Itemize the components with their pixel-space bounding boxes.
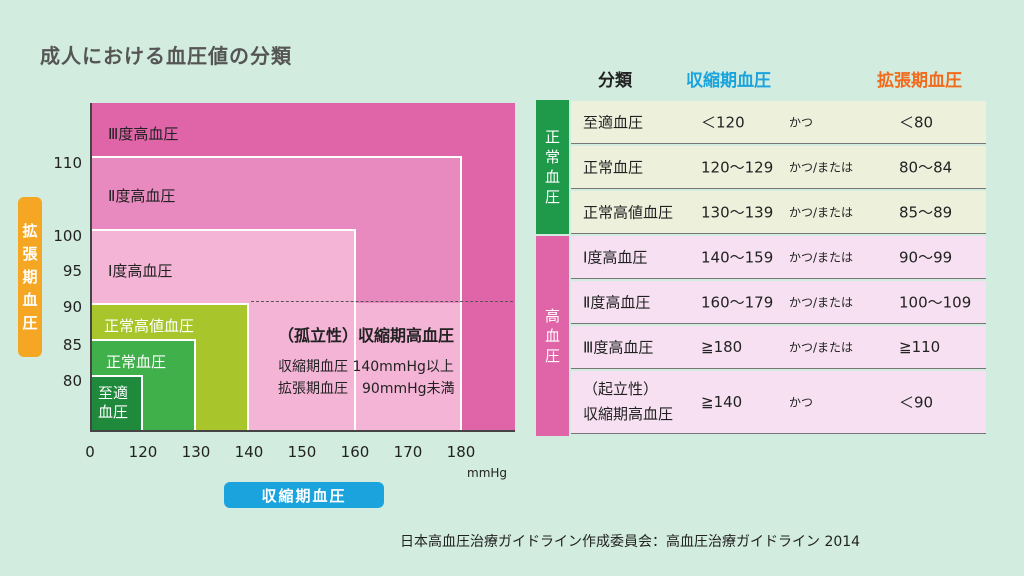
x-unit: mmHg	[467, 466, 508, 480]
bp-chart: Ⅲ度高血圧 Ⅱ度高血圧 Ⅰ度高血圧 正常高値血圧 正常血圧 至適 血圧	[90, 103, 515, 430]
zone-label-normal: 正常血圧	[106, 353, 167, 371]
table-row: Ⅱ度高血圧 160〜179 かつ/または 100〜109	[571, 281, 986, 324]
table-row: 正常血圧 120〜129 かつ/または 80〜84	[571, 146, 986, 189]
zone-label-optimal: 至適 血圧	[98, 384, 129, 421]
x-tick: 170	[393, 443, 423, 461]
source-footer: 日本高血圧治療ガイドライン作成委員会：高血圧治療ガイドライン 2014	[400, 534, 861, 550]
group-normal: 正常血圧	[536, 100, 569, 234]
x-tick: 150	[287, 443, 317, 461]
x-tick: 0	[85, 443, 95, 461]
y-axis-label: 拡張期血圧	[18, 197, 42, 357]
header-systolic: 収縮期血圧	[686, 71, 771, 91]
zone-label-grade2: Ⅱ度高血圧	[108, 187, 176, 205]
x-axis	[90, 430, 515, 432]
y-tick: 110	[53, 154, 82, 172]
zone-label-grade1: Ⅰ度高血圧	[108, 262, 173, 280]
page-title: 成人における血圧値の分類	[40, 44, 292, 68]
table-row: 至適血圧 ＜120 かつ ＜80	[571, 101, 986, 144]
table-row: （起立性） 収縮期高血圧 ≧140 かつ ＜90	[571, 371, 986, 434]
table-row: Ⅰ度高血圧 140〜159 かつ/または 90〜99	[571, 236, 986, 279]
isolated-systolic-box: （孤立性）収縮期高血圧 収縮期血圧 140mmHg以上 拡張期血圧 90mmHg…	[278, 322, 455, 400]
table-row: Ⅲ度高血圧 ≧180 かつ/または ≧110	[571, 326, 986, 369]
x-tick: 160	[340, 443, 370, 461]
x-tick: 120	[128, 443, 158, 461]
group-hypertension: 高血圧	[536, 236, 569, 436]
zone-label-high-normal: 正常高値血圧	[104, 317, 195, 335]
isolated-title: （孤立性）収縮期高血圧	[278, 326, 455, 345]
y-tick: 85	[62, 336, 82, 354]
y-tick: 95	[62, 262, 82, 280]
y-tick: 90	[62, 298, 82, 316]
zone-label-grade3: Ⅲ度高血圧	[108, 125, 179, 143]
classification-table: 正常血圧 高血圧 至適血圧 ＜120 かつ ＜80 正常血圧 120〜129 かつ/または…	[536, 100, 986, 436]
zone-isolated	[356, 303, 462, 430]
table-row: 正常高値血圧 130〜139 かつ/または 85〜89	[571, 191, 986, 234]
x-axis-label: 収縮期血圧	[224, 482, 384, 508]
y-axis	[90, 103, 92, 432]
zone-optimal	[90, 375, 143, 430]
x-tick: 130	[181, 443, 211, 461]
x-tick: 180	[446, 443, 476, 461]
header-category: 分類	[598, 71, 632, 91]
x-tick: 140	[234, 443, 264, 461]
header-diastolic: 拡張期血圧	[877, 71, 962, 91]
y-tick: 80	[62, 372, 82, 390]
dashed-line-90	[251, 301, 513, 302]
isolated-desc: 収縮期血圧 140mmHg以上 拡張期血圧 90mmHg未満	[278, 359, 455, 397]
y-tick: 100	[53, 227, 82, 245]
